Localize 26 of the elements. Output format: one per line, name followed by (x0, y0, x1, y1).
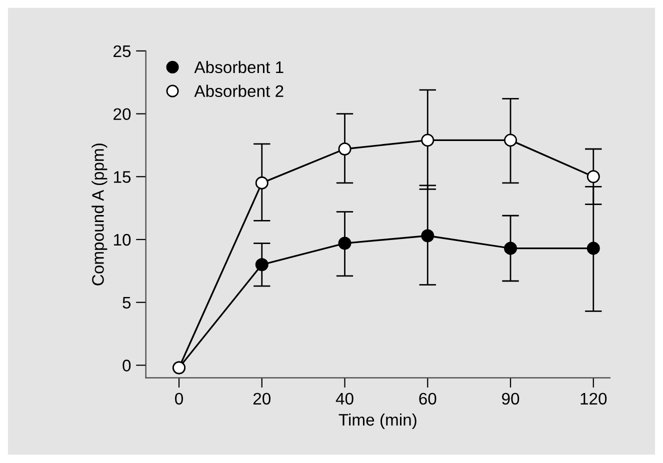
legend-label: Absorbent 1 (194, 60, 284, 74)
y-tick-label: 5 (122, 296, 131, 309)
point (504, 134, 518, 147)
y-tick-label: 0 (122, 360, 131, 372)
x-tick-label: 60 (419, 392, 436, 405)
x-tick-label: 40 (336, 392, 354, 405)
y-axis-title: Compound A (ppm) (92, 144, 108, 286)
point (255, 176, 268, 190)
y-tick-label: 25 (114, 45, 131, 58)
point (255, 258, 268, 272)
x-tick-label: 120 (580, 392, 607, 405)
point (586, 170, 600, 184)
point (504, 242, 518, 255)
point (338, 236, 352, 250)
legend-label: Absorbent 2 (194, 84, 284, 98)
point (421, 229, 434, 242)
y-tick-label: 10 (114, 234, 131, 246)
x-tick-label: 20 (253, 392, 271, 405)
x-tick-label: 90 (502, 392, 520, 405)
point (338, 142, 352, 156)
x-tick-label: 0 (175, 392, 183, 405)
y-tick-label: 20 (114, 108, 131, 120)
point (421, 134, 434, 147)
point (586, 242, 600, 255)
y-tick-label: 15 (114, 171, 131, 183)
x-axis-title: Time (min) (338, 413, 416, 430)
